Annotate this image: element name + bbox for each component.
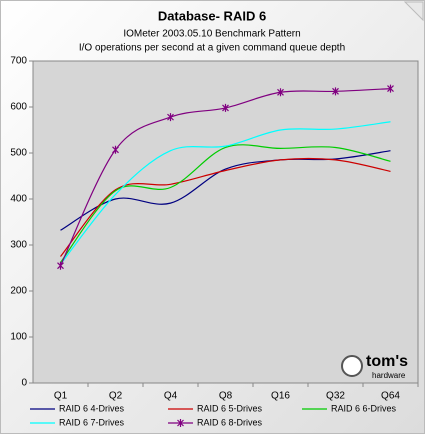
y-tick-label: 0	[21, 378, 27, 389]
y-tick-label: 200	[10, 286, 27, 297]
y-tick-label: 300	[10, 240, 27, 251]
marker	[112, 145, 119, 154]
x-tick-label: Q1	[54, 391, 68, 402]
logo: tom's hardware	[341, 353, 408, 380]
series-line	[60, 121, 391, 265]
series-line	[60, 157, 391, 257]
y-tick-label: 700	[10, 56, 27, 67]
corner-fold	[403, 1, 424, 22]
marker	[387, 84, 394, 93]
series-line	[60, 150, 391, 231]
marker	[222, 103, 229, 112]
marker	[57, 261, 64, 270]
logo-text: tom's	[366, 353, 408, 370]
x-tick-label: Q32	[326, 391, 345, 402]
legend-label: RAID 6 5-Drives	[197, 403, 263, 413]
logo-subtext: hardware	[372, 371, 406, 380]
chart-subtitle: IOMeter 2003.05.10 Benchmark Pattern	[123, 29, 300, 40]
x-tick-label: Q2	[109, 391, 123, 402]
y-tick-label: 100	[10, 332, 27, 343]
legend-label: RAID 6 4-Drives	[59, 403, 125, 413]
legend-marker	[177, 419, 184, 427]
chart-title: Database- RAID 6	[158, 8, 266, 23]
x-tick-label: Q8	[219, 391, 233, 402]
marker	[167, 113, 174, 122]
marker	[332, 87, 339, 96]
legend-label: RAID 6 8-Drives	[197, 417, 263, 427]
y-tick-label: 600	[10, 102, 27, 113]
x-tick-label: Q4	[164, 391, 178, 402]
chart-subtitle: I/O operations per second at a given com…	[79, 43, 345, 54]
marker	[277, 88, 284, 97]
y-tick-label: 400	[10, 194, 27, 205]
legend-label: RAID 6 6-Drives	[331, 403, 397, 413]
y-tick-label: 500	[10, 148, 27, 159]
logo-icon	[341, 355, 363, 377]
legend-label: RAID 6 7-Drives	[59, 417, 125, 427]
x-tick-label: Q16	[271, 391, 290, 402]
series-line	[60, 144, 391, 263]
plot-area	[32, 60, 419, 384]
x-tick-label: Q64	[381, 391, 400, 402]
